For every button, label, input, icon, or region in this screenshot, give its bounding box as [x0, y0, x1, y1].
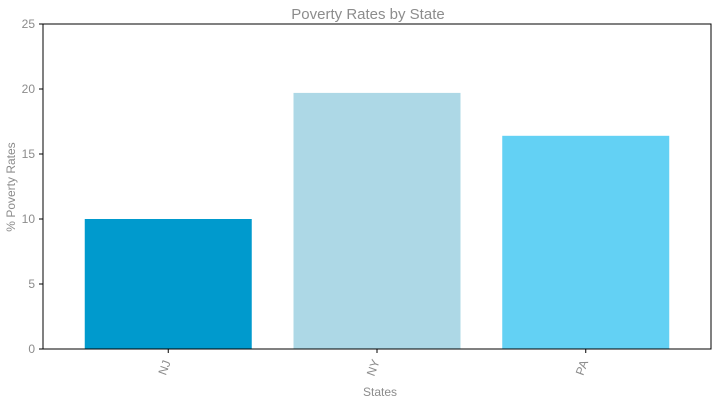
- bar-pa: [502, 135, 670, 349]
- bar-nj: [84, 219, 252, 349]
- y-axis-label: % Poverty Rates: [4, 142, 18, 231]
- y-tick-label: 20: [22, 82, 36, 96]
- bars-group: [84, 92, 670, 350]
- y-tick-label: 10: [22, 212, 36, 226]
- x-tick-label-pa: PA: [573, 358, 591, 377]
- x-tick-label-ny: NY: [364, 357, 383, 377]
- chart-title: Poverty Rates by State: [291, 6, 444, 23]
- y-tick-label: 5: [28, 277, 35, 291]
- y-axis: 0 5 10 15 20 25: [22, 17, 43, 356]
- x-axis-label: States: [363, 385, 397, 399]
- bar-ny: [293, 92, 461, 350]
- y-tick-label: 15: [22, 147, 36, 161]
- x-tick-label-nj: NJ: [155, 358, 173, 377]
- x-axis: NJ NY PA: [155, 349, 591, 378]
- plot-frame: [42, 23, 712, 350]
- y-tick-label: 0: [28, 342, 35, 356]
- y-tick-label: 25: [22, 17, 36, 31]
